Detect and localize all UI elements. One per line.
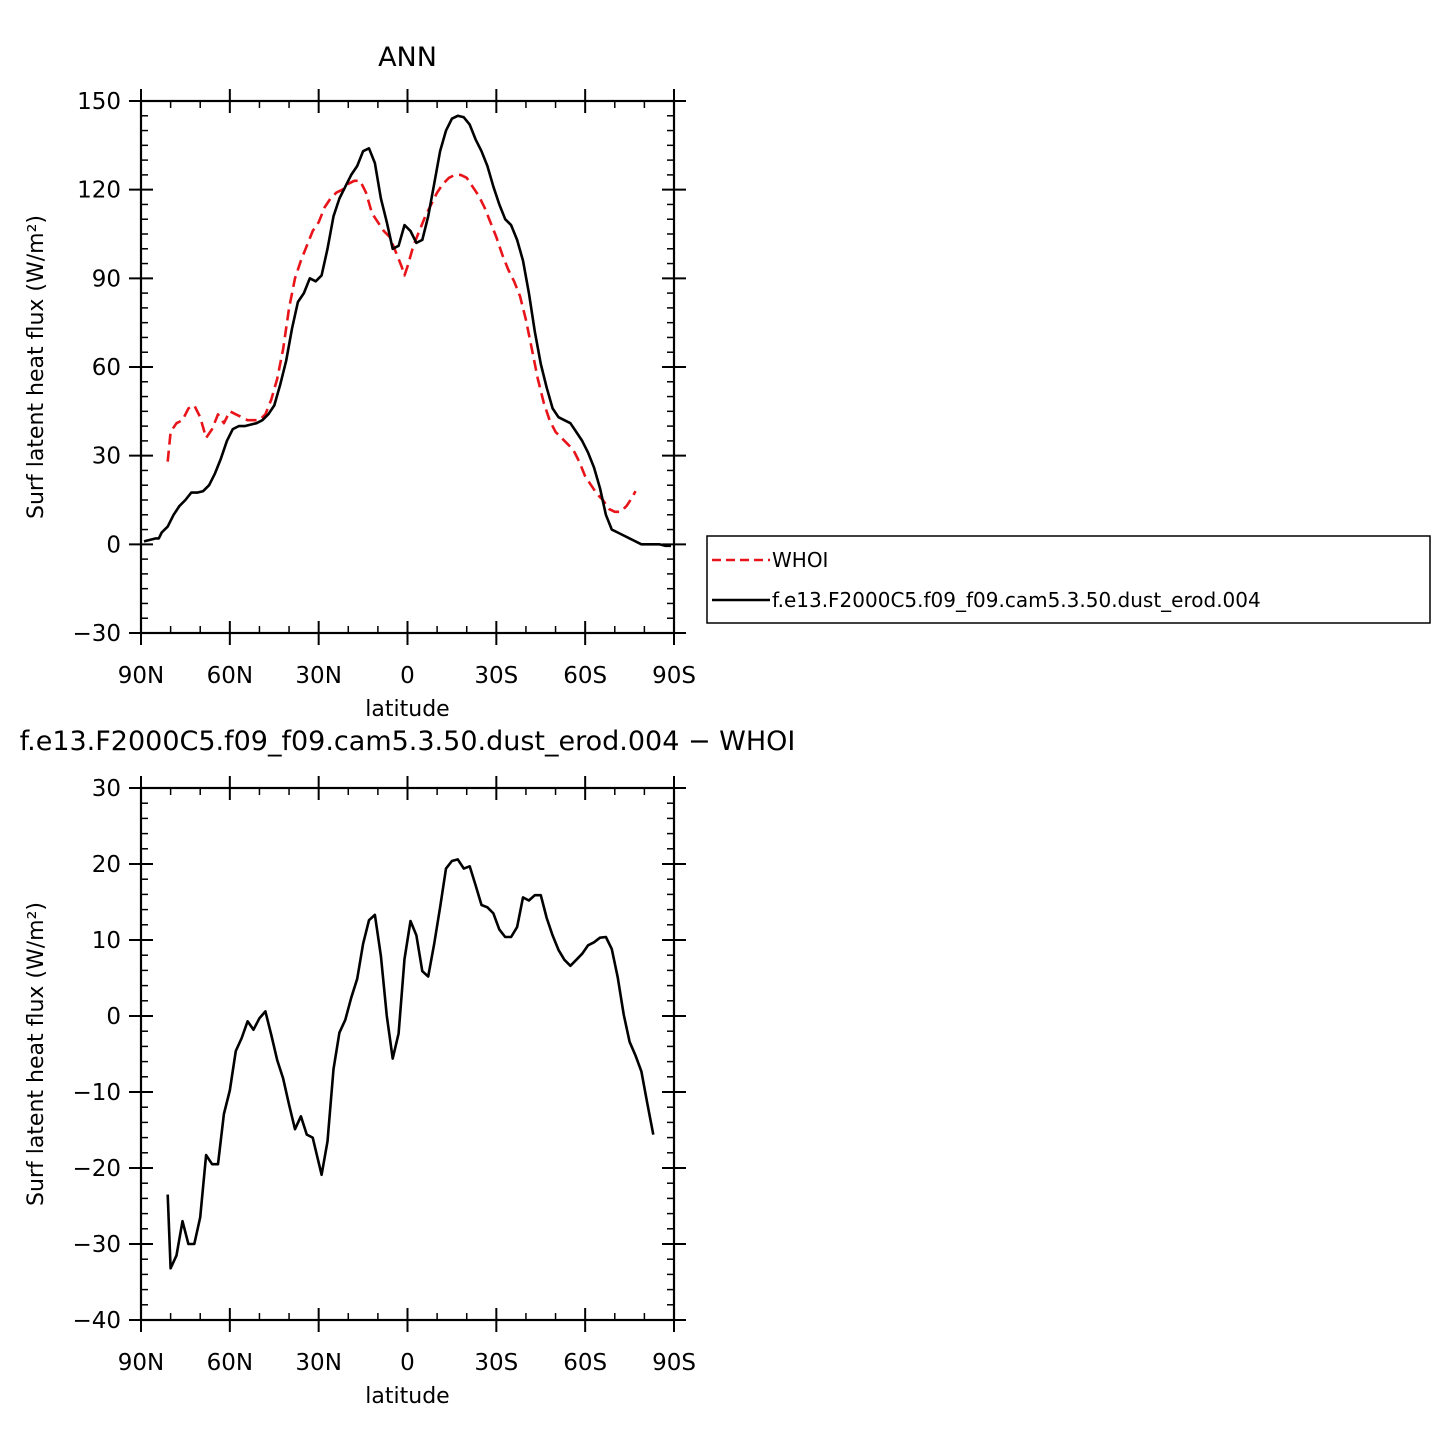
x-tick-label: 90N: [118, 663, 164, 689]
series-line-f-e13-f2000c5-f09-f09-cam5-3-50-dust-erod-004: [143, 114, 671, 548]
x-tick-label: 60N: [207, 663, 253, 689]
x-tick-label: 90S: [652, 663, 696, 689]
legend-label: WHOI: [772, 548, 828, 572]
y-tick-label: 90: [92, 266, 121, 292]
x-tick-label: 30S: [474, 663, 518, 689]
y-tick-label: −30: [72, 1232, 121, 1258]
x-tick-label: 30N: [295, 663, 341, 689]
y-tick-label: −20: [72, 1156, 121, 1182]
x-tick-label: 60N: [207, 1350, 253, 1376]
x-axis-label: latitude: [365, 697, 449, 722]
legend-label: f.e13.F2000C5.f09_f09.cam5.3.50.dust_ero…: [772, 588, 1261, 612]
y-tick-label: 60: [92, 355, 121, 381]
y-tick-label: 0: [106, 532, 121, 558]
plot-frame: [139, 99, 676, 635]
legend-box: [706, 535, 1431, 624]
chart-title: f.e13.F2000C5.f09_f09.cam5.3.50.dust_ero…: [20, 726, 796, 757]
y-tick-label: 20: [92, 852, 121, 878]
y-tick-label: −10: [72, 1080, 121, 1106]
y-tick-label: 10: [92, 928, 121, 954]
y-tick-label: 30: [92, 444, 121, 470]
y-tick-label: 0: [106, 1004, 121, 1030]
x-tick-label: 90S: [652, 1350, 696, 1376]
x-axis-label: latitude: [365, 1384, 449, 1409]
x-tick-label: 90N: [118, 1350, 164, 1376]
top-panel: −30 0 30 60 90 120 150 90N 60N 30N 0 30S 60S 90S ANN la…: [24, 42, 696, 722]
y-axis-label: Surf latent heat flux (W/m²): [24, 215, 49, 519]
x-tick-label: 0: [400, 1350, 415, 1376]
x-tick-label: 60S: [563, 663, 607, 689]
series-line-whoi: [166, 173, 637, 514]
series-line-1: [166, 858, 655, 1270]
x-tick-label: 30S: [474, 1350, 518, 1376]
plot-frame: [139, 786, 676, 1322]
y-tick-label: 150: [77, 89, 121, 115]
x-tick-label: 0: [400, 663, 415, 689]
y-tick-label: −30: [72, 621, 121, 647]
legend: WHOI f.e13.F2000C5.f09_f09.cam5.3.50.dust…: [706, 535, 1431, 624]
y-tick-label: −40: [72, 1308, 121, 1334]
y-tick-label: 120: [77, 178, 121, 204]
y-axis-label: Surf latent heat flux (W/m²): [24, 902, 49, 1206]
x-tick-label: 60S: [563, 1350, 607, 1376]
chart-title: ANN: [378, 42, 437, 73]
x-tick-label: 30N: [295, 1350, 341, 1376]
bottom-panel: −40 −30 −20 −10 0 10 20 30 90N 60N 30N 0 30S 60S 90S f.…: [20, 726, 796, 1409]
y-tick-label: 30: [92, 776, 121, 802]
